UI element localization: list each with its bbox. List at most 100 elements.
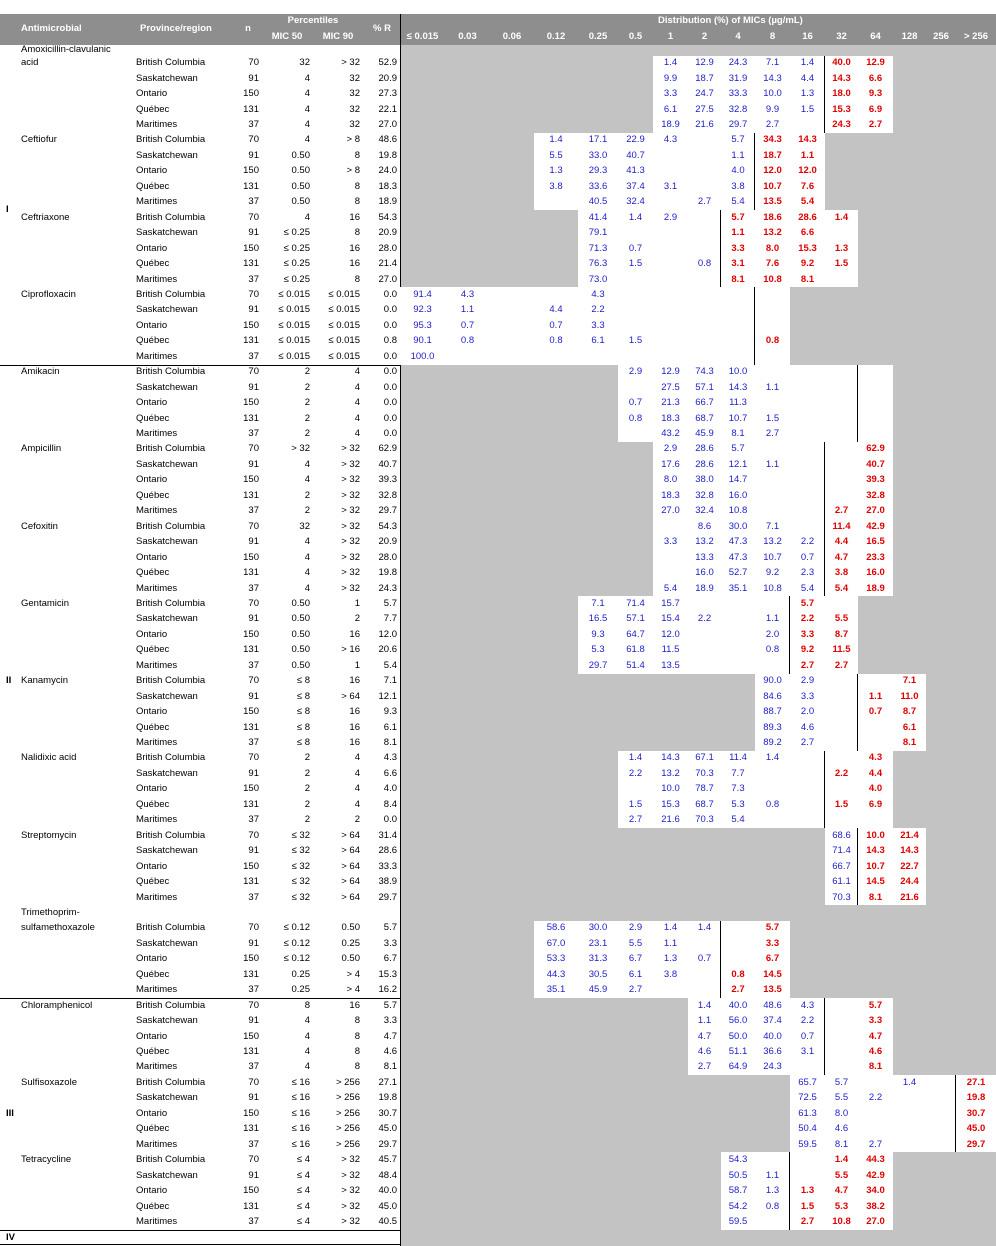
region: Québec [136,968,170,980]
mic90: 2 [354,814,360,826]
mic50: ≤ 0.12 [283,953,310,965]
mic-distribution: 0.8 [765,644,780,656]
mic-distribution: 5.7 [868,999,883,1011]
region: Québec [136,721,170,733]
mic-distribution: 10.8 [728,505,748,517]
tested-range [534,132,825,210]
mic90: 4 [354,397,360,409]
mic-distribution: 1.1 [731,227,745,239]
mic-distribution: 33.0 [588,149,608,161]
mic-distribution: 12.9 [866,57,885,69]
mic50: ≤ 4 [296,1169,310,1181]
mic-distribution: 50.5 [728,1169,748,1181]
mic-distribution: 2.0 [765,628,780,640]
mic-distribution: 7.7 [731,767,745,779]
mic90: 8 [354,227,360,239]
antimicrobial-name: Nalidixic acid [21,752,77,764]
mic50: ≤ 0.015 [278,319,310,331]
mic50: 4 [304,582,310,594]
region: Saskatchewan [136,458,198,470]
mic-distribution: 0.8 [765,335,780,347]
n-value: 37 [248,196,259,208]
mic-distribution: 8.1 [731,428,745,440]
n-value: 70 [248,1076,259,1088]
mic90: > 32 [341,536,360,548]
n-value: 70 [248,999,259,1011]
percent-resistant: 27.1 [378,1076,398,1088]
n-value: 131 [243,489,259,501]
percent-resistant: 0.0 [383,381,397,393]
percent-resistant: 29.7 [378,1138,398,1150]
n-value: 91 [248,937,259,949]
region: Maritimes [136,582,178,594]
mic-distribution: 2.2 [800,1015,815,1027]
header-n: n [245,23,251,34]
mic90: > 256 [335,1138,360,1150]
region: British Columbia [136,675,206,687]
percent-resistant: 27.3 [378,88,398,100]
mic90: 4 [354,428,360,440]
n-value: 150 [243,551,259,563]
n-value: 91 [248,767,259,779]
mic-distribution: 15.3 [832,103,851,115]
mic-distribution: 3.1 [663,180,678,192]
n-value: 131 [243,798,259,810]
mic50: ≤ 4 [296,1215,310,1227]
n-value: 37 [248,891,259,903]
region: Québec [136,335,170,347]
mic-distribution: 29.7 [966,1138,986,1150]
mic90: 16 [349,242,360,254]
mic-distribution: 7.1 [765,520,780,532]
mic50: 4 [304,119,310,131]
group-label: I [6,204,9,215]
mic50: 4 [304,1046,310,1058]
region: Maritimes [136,350,178,362]
mic50: 0.25 [291,968,311,980]
mic50: 2 [304,505,310,517]
mic-distribution: 2.7 [697,196,712,208]
mic50: ≤ 8 [296,690,310,702]
region: Saskatchewan [136,767,198,779]
region: Québec [136,412,170,424]
n-value: 150 [243,397,259,409]
region: Saskatchewan [136,690,198,702]
mic50: 2 [304,412,310,424]
mic-distribution: 24.3 [728,57,748,69]
mic50: 2 [304,752,310,764]
mic50: ≤ 8 [296,737,310,749]
mic-distribution: 11.5 [661,644,680,656]
mic-distribution: 18.9 [695,582,714,594]
mic-distribution: 2.9 [663,443,678,455]
mic-distribution: 34.3 [763,134,782,146]
mic-distribution: 1.4 [834,1154,849,1166]
mic50: 8 [304,999,310,1011]
percent-resistant: 6.6 [383,767,397,779]
mic90: > 64 [341,876,360,888]
mic-distribution: 79.1 [588,227,608,239]
mic-distribution: 31.3 [588,953,608,965]
breakpoint-line [824,55,825,133]
n-value: 150 [243,165,259,177]
breakpoint-line [955,1075,956,1153]
mic-distribution: 1.1 [731,149,745,161]
mic-distribution: 73.0 [588,273,608,285]
n-value: 131 [243,412,259,424]
antimicrobial-name: Streptomycin [21,829,77,841]
percent-resistant: 31.4 [378,829,398,841]
mic-distribution: 28.6 [695,443,714,455]
mic50: ≤ 0.25 [283,242,310,254]
mic-distribution: 2.7 [800,659,815,671]
divider [400,14,401,1246]
region: Québec [136,644,170,656]
mic-distribution: 2.3 [800,567,815,579]
mic90: > 4 [346,984,360,996]
mic-distribution: 1.5 [800,103,815,115]
tested-range [688,997,893,1076]
mic-distribution: 17.6 [661,458,680,470]
mic-distribution: 15.7 [661,597,680,609]
antimicrobial-name: Kanamycin [21,675,68,687]
mic-distribution: 10.0 [661,783,680,795]
mic90: > 32 [341,520,360,532]
mic-distribution: 58.6 [546,922,566,934]
percent-resistant: 29.7 [378,891,398,903]
